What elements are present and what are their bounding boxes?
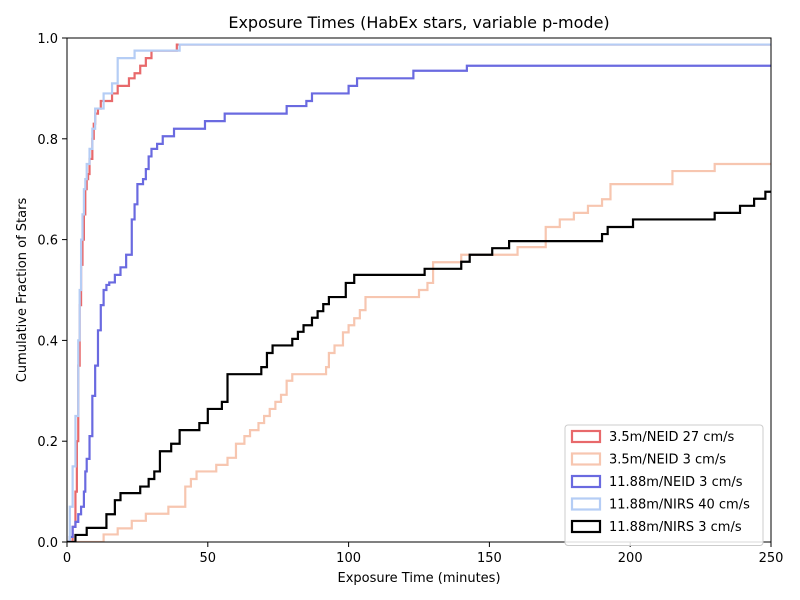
y-tick-label: 0.0 bbox=[37, 536, 58, 551]
y-axis: 0.0 0.2 0.4 0.6 0.8 1.0 bbox=[37, 32, 67, 551]
legend-swatch bbox=[570, 474, 602, 489]
y-tick-label: 0.6 bbox=[37, 234, 58, 249]
y-tick-label: 0.4 bbox=[37, 334, 58, 349]
legend-swatch bbox=[570, 497, 602, 511]
legend-swatch bbox=[570, 519, 602, 534]
legend-label: 3.5m/NEID 27 cm/s bbox=[609, 430, 734, 445]
legend-label: 3.5m/NEID 3 cm/s bbox=[609, 453, 726, 468]
chart-title: Exposure Times (HabEx stars, variable p-… bbox=[228, 13, 609, 32]
y-tick-label: 1.0 bbox=[37, 32, 58, 47]
legend-label: 11.88m/NIRS 40 cm/s bbox=[609, 498, 750, 513]
y-tick-label: 0.8 bbox=[37, 133, 58, 148]
x-tick-label: 0 bbox=[63, 551, 71, 566]
series-line-3 bbox=[67, 43, 771, 542]
legend-label: 11.88m/NIRS 3 cm/s bbox=[609, 520, 742, 535]
x-tick-label: 50 bbox=[200, 551, 217, 566]
series-line-2 bbox=[67, 64, 771, 542]
series-group bbox=[67, 43, 771, 542]
x-tick-label: 200 bbox=[618, 551, 643, 566]
legend-swatch bbox=[570, 429, 602, 444]
series-line-4 bbox=[67, 190, 771, 542]
y-axis-label: Cumulative Fraction of Stars bbox=[15, 198, 30, 383]
legend-swatch bbox=[570, 452, 602, 466]
legend: 3.5m/NEID 27 cm/s 3.5m/NEID 3 cm/s 11.88m/… bbox=[564, 424, 764, 546]
x-tick-label: 100 bbox=[336, 551, 361, 566]
plot-frame bbox=[66, 37, 772, 543]
x-axis: 0 50 100 150 200 250 bbox=[63, 542, 784, 566]
x-tick-label: 150 bbox=[477, 551, 502, 566]
y-tick-label: 0.2 bbox=[37, 435, 58, 450]
x-tick-label: 250 bbox=[759, 551, 784, 566]
series-line-1 bbox=[67, 162, 771, 542]
legend-label: 11.88m/NEID 3 cm/s bbox=[609, 475, 743, 490]
x-axis-label: Exposure Time (minutes) bbox=[337, 571, 500, 586]
legend-box bbox=[564, 424, 764, 546]
